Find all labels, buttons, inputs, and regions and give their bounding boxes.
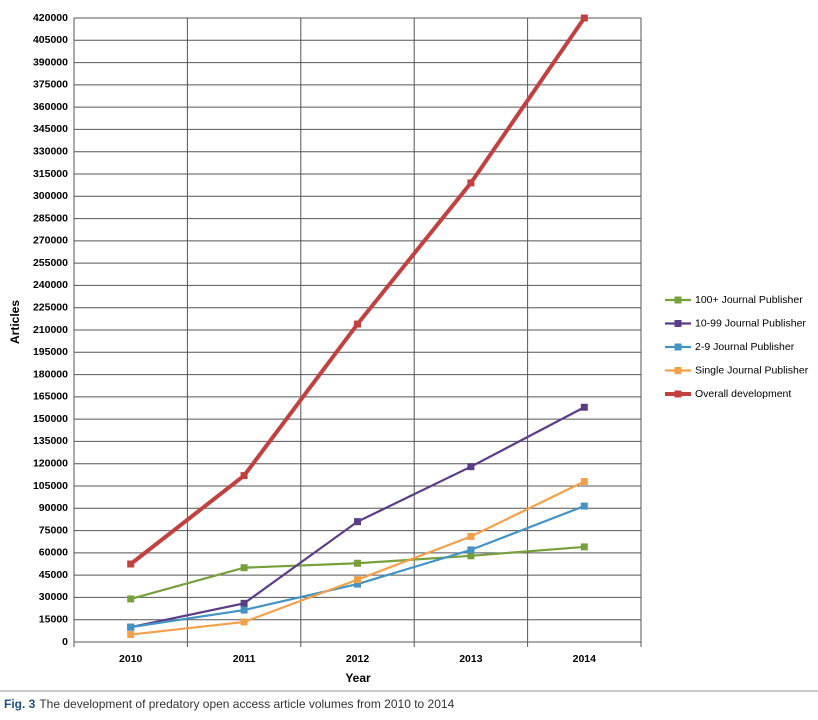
y-tick-label: 45000 bbox=[39, 569, 68, 581]
point bbox=[354, 320, 361, 328]
y-tick-label: 270000 bbox=[33, 235, 68, 247]
point bbox=[354, 576, 361, 584]
point bbox=[127, 560, 135, 568]
y-tick-label: 150000 bbox=[33, 413, 68, 425]
legend-marker bbox=[674, 343, 682, 351]
legend-label: 100+ Journal Publisher bbox=[695, 294, 803, 306]
point bbox=[354, 580, 361, 588]
point bbox=[127, 631, 135, 639]
point bbox=[467, 533, 475, 541]
x-axis-title: Year bbox=[345, 671, 371, 685]
y-tick-label: 300000 bbox=[33, 190, 68, 202]
legend-label: 10-99 Journal Publisher bbox=[695, 317, 806, 329]
legend-label: Overall development bbox=[695, 388, 791, 400]
point bbox=[354, 518, 361, 526]
point bbox=[354, 559, 361, 567]
point bbox=[580, 502, 588, 510]
y-tick-label: 225000 bbox=[33, 301, 68, 313]
point bbox=[467, 552, 475, 560]
y-tick-label: 135000 bbox=[33, 435, 68, 447]
caption-text: The development of predatory open access… bbox=[39, 697, 454, 711]
series-line bbox=[130, 545, 585, 600]
y-tick-label: 15000 bbox=[39, 613, 68, 625]
y-tick-label: 165000 bbox=[33, 391, 68, 403]
point bbox=[467, 463, 475, 471]
y-tick-label: 360000 bbox=[33, 101, 68, 113]
series-line bbox=[130, 406, 585, 629]
y-tick-label: 255000 bbox=[33, 257, 68, 269]
point bbox=[467, 179, 475, 187]
point bbox=[127, 623, 135, 631]
y-tick-label: 60000 bbox=[39, 547, 68, 559]
y-tick-label: 285000 bbox=[33, 212, 68, 224]
y-tick-label: 420000 bbox=[33, 12, 68, 24]
y-tick-label: 390000 bbox=[33, 56, 68, 68]
point bbox=[240, 599, 248, 607]
x-tick-label: 2012 bbox=[346, 653, 370, 665]
y-tick-label: 210000 bbox=[33, 324, 68, 336]
y-tick-label: 195000 bbox=[33, 346, 68, 358]
y-tick-label: 405000 bbox=[33, 34, 68, 46]
x-tick-label: 2010 bbox=[119, 653, 143, 665]
point bbox=[240, 472, 248, 480]
legend-label: 2-9 Journal Publisher bbox=[695, 341, 795, 353]
y-tick-label: 75000 bbox=[39, 524, 68, 536]
series-line bbox=[129, 16, 586, 566]
y-tick-label: 30000 bbox=[39, 591, 68, 603]
y-tick-label: 240000 bbox=[33, 279, 68, 291]
legend-marker bbox=[674, 390, 682, 398]
y-tick-label: 345000 bbox=[33, 123, 68, 135]
point bbox=[467, 546, 475, 554]
point bbox=[580, 543, 588, 551]
caption: Fig. 3 The development of predatory open … bbox=[4, 697, 455, 711]
legend-label: Single Journal Publisher bbox=[695, 364, 809, 376]
point bbox=[240, 618, 248, 626]
x-tick-label: 2014 bbox=[573, 653, 597, 665]
y-tick-label: 315000 bbox=[33, 168, 68, 180]
y-tick-label: 330000 bbox=[33, 145, 68, 157]
point bbox=[580, 14, 588, 22]
y-tick-label: 0 bbox=[62, 636, 68, 648]
y-tick-label: 375000 bbox=[33, 79, 68, 91]
point bbox=[240, 564, 248, 572]
y-tick-label: 90000 bbox=[39, 502, 68, 514]
legend-marker bbox=[674, 320, 682, 327]
x-tick-label: 2013 bbox=[459, 653, 483, 665]
legend-marker bbox=[674, 296, 682, 304]
point bbox=[127, 595, 135, 603]
legend-marker bbox=[674, 367, 682, 374]
x-tick-label: 2011 bbox=[233, 653, 256, 665]
y-tick-label: 105000 bbox=[33, 480, 68, 492]
point bbox=[240, 606, 248, 614]
series-line bbox=[130, 480, 585, 636]
point bbox=[580, 478, 588, 486]
y-tick-label: 180000 bbox=[33, 368, 68, 380]
caption-label: Fig. 3 bbox=[4, 697, 36, 711]
y-axis-title: Articles bbox=[8, 300, 22, 344]
point bbox=[580, 403, 588, 411]
y-tick-label: 120000 bbox=[33, 457, 68, 469]
